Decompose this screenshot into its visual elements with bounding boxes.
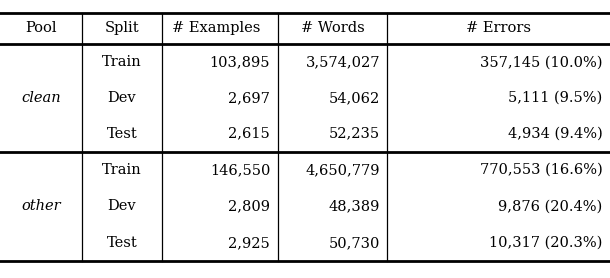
Text: clean: clean [22,91,61,105]
Text: 9,876 (20.4%): 9,876 (20.4%) [498,199,603,214]
Text: # Examples: # Examples [173,21,260,36]
Text: Train: Train [102,55,142,69]
Text: Test: Test [107,127,137,141]
Text: 357,145 (10.0%): 357,145 (10.0%) [480,55,603,69]
Text: 52,235: 52,235 [329,127,380,141]
Text: 4,934 (9.4%): 4,934 (9.4%) [508,127,603,141]
Text: 770,553 (16.6%): 770,553 (16.6%) [480,163,603,177]
Text: 5,111 (9.5%): 5,111 (9.5%) [508,91,603,105]
Text: Dev: Dev [108,199,136,214]
Text: Split: Split [105,21,139,36]
Text: 103,895: 103,895 [210,55,270,69]
Text: 2,697: 2,697 [228,91,270,105]
Text: 4,650,779: 4,650,779 [306,163,380,177]
Text: Dev: Dev [108,91,136,105]
Text: 50,730: 50,730 [329,236,380,250]
Text: Pool: Pool [26,21,57,36]
Text: other: other [22,199,61,214]
Text: # Words: # Words [301,21,364,36]
Text: Test: Test [107,236,137,250]
Text: 2,615: 2,615 [229,127,270,141]
Text: 2,925: 2,925 [229,236,270,250]
Text: 146,550: 146,550 [210,163,270,177]
Text: Train: Train [102,163,142,177]
Text: 2,809: 2,809 [228,199,270,214]
Text: 48,389: 48,389 [329,199,380,214]
Text: 3,574,027: 3,574,027 [306,55,380,69]
Text: 10,317 (20.3%): 10,317 (20.3%) [489,236,603,250]
Text: 54,062: 54,062 [329,91,380,105]
Text: # Errors: # Errors [467,21,531,36]
